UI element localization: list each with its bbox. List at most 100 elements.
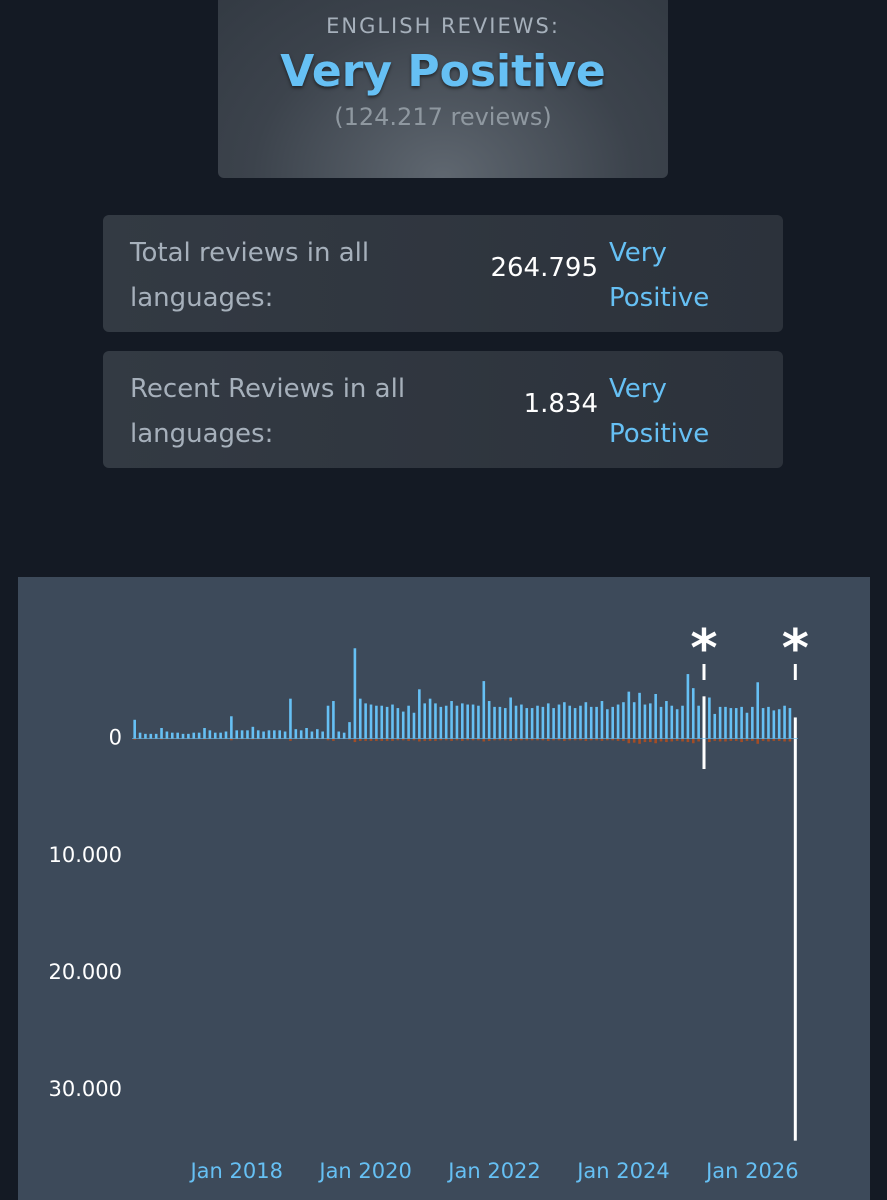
bar	[740, 738, 743, 743]
y-tick-label: 20.000	[49, 960, 122, 984]
bar	[648, 703, 652, 739]
bar	[439, 738, 443, 741]
label: Total reviews in all languages:	[130, 238, 370, 313]
bar	[724, 738, 727, 742]
bar	[670, 738, 674, 742]
bar	[358, 698, 362, 739]
bar	[337, 731, 341, 739]
bar	[348, 738, 351, 740]
bar	[541, 738, 545, 741]
bar	[144, 733, 147, 739]
bar	[149, 733, 153, 739]
bar	[514, 705, 518, 739]
bar	[793, 738, 797, 1141]
bar	[659, 738, 663, 742]
bar	[267, 730, 271, 739]
bar	[654, 693, 657, 739]
bar	[423, 703, 427, 739]
bar	[793, 717, 797, 739]
bar	[477, 738, 480, 741]
bar	[385, 706, 389, 739]
bar	[224, 731, 228, 739]
bar	[401, 738, 405, 741]
bar	[686, 674, 690, 739]
bar	[530, 738, 534, 741]
bar	[289, 698, 292, 739]
bar	[777, 738, 781, 741]
bar	[622, 702, 625, 739]
bar	[751, 706, 754, 739]
bar	[461, 738, 464, 741]
bar	[358, 738, 362, 741]
bar	[273, 730, 276, 739]
bar	[310, 731, 314, 739]
bar	[385, 738, 389, 741]
bar	[375, 738, 378, 741]
bar	[665, 701, 668, 739]
bar	[138, 732, 142, 739]
bar	[466, 738, 469, 741]
bar	[579, 705, 582, 739]
bar	[364, 703, 367, 739]
bar	[536, 738, 539, 741]
bar	[187, 733, 190, 739]
bar	[606, 738, 609, 741]
bar	[648, 738, 652, 743]
bar	[643, 704, 647, 739]
bar	[654, 738, 657, 744]
bar	[455, 738, 459, 741]
bar	[675, 738, 679, 741]
bar	[777, 709, 781, 739]
bar	[740, 706, 743, 739]
bar	[235, 730, 239, 739]
bar	[552, 708, 555, 739]
bar	[520, 704, 523, 739]
bar	[783, 705, 786, 739]
bar	[401, 711, 405, 739]
rating[interactable]: Very Positive	[609, 374, 710, 449]
bar	[503, 738, 507, 741]
bar	[278, 730, 282, 739]
bar	[702, 696, 706, 739]
bar	[176, 732, 179, 739]
bar	[160, 727, 163, 739]
bar	[256, 730, 260, 739]
bar	[503, 708, 507, 739]
label: Recent Reviews in all languages:	[130, 374, 406, 449]
bar	[686, 738, 690, 743]
bar	[375, 705, 378, 739]
bar	[213, 732, 217, 739]
bar	[348, 722, 351, 739]
bar	[788, 738, 792, 742]
bar	[638, 692, 641, 739]
bar	[584, 738, 588, 741]
bar	[767, 738, 770, 742]
bar	[541, 706, 545, 739]
bar	[557, 704, 561, 739]
bar	[729, 708, 733, 739]
bar	[471, 738, 475, 741]
bar	[326, 738, 330, 741]
bar	[396, 708, 400, 739]
bar	[536, 705, 539, 739]
summary-row: Recent Reviews in all languages: 1.834 V…	[103, 351, 783, 468]
bar	[589, 738, 593, 741]
y-tick-label: 0	[109, 726, 122, 750]
bar	[756, 738, 760, 744]
bar	[289, 738, 292, 741]
bar	[627, 691, 631, 739]
bar	[133, 738, 136, 740]
bar	[563, 702, 566, 739]
bar	[423, 738, 427, 741]
bar	[369, 738, 373, 741]
bar	[616, 704, 620, 739]
bar	[546, 738, 550, 741]
bar	[681, 738, 684, 742]
rating[interactable]: Very Positive	[609, 238, 710, 313]
bar	[772, 710, 776, 739]
count: 1.834	[523, 389, 598, 419]
bar	[418, 689, 421, 739]
bar	[262, 731, 265, 739]
bar	[197, 732, 201, 739]
bar	[342, 732, 346, 739]
